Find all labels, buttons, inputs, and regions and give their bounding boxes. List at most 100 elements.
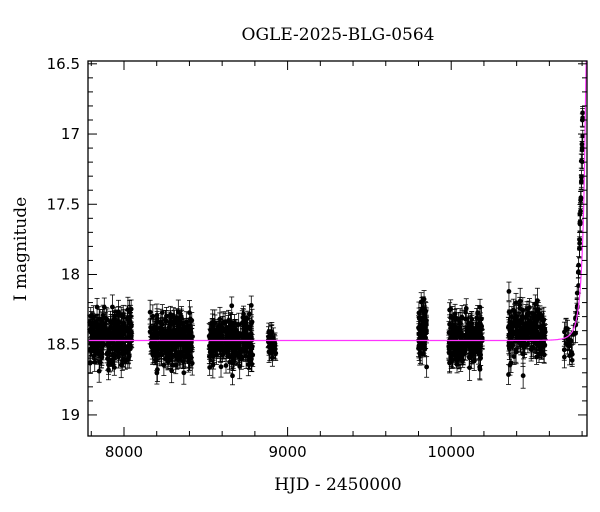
data-marker (422, 310, 428, 316)
data-point (150, 325, 156, 344)
data-point (117, 332, 123, 358)
data-marker (210, 353, 216, 359)
data-marker (112, 318, 117, 323)
data-marker (96, 368, 102, 374)
data-marker (154, 357, 160, 362)
data-point (163, 337, 169, 359)
data-marker (169, 319, 174, 325)
data-point (189, 312, 195, 329)
data-marker (418, 350, 423, 356)
data-point (126, 343, 132, 369)
data-marker (114, 327, 120, 333)
data-marker (106, 329, 112, 335)
data-marker (218, 364, 224, 370)
data-point (181, 360, 187, 385)
data-marker (174, 354, 180, 360)
data-marker (165, 353, 171, 359)
data-point (106, 353, 112, 373)
data-marker (122, 358, 128, 364)
data-marker (188, 355, 194, 361)
data-marker (111, 354, 117, 359)
chart-title: OGLE-2025-BLG-0564 (242, 25, 435, 45)
data-marker (242, 324, 248, 330)
data-marker (155, 367, 160, 372)
data-marker (189, 318, 195, 323)
data-marker (421, 343, 427, 348)
data-marker (120, 321, 126, 327)
data-point (92, 338, 98, 360)
data-marker (163, 345, 169, 351)
data-point (158, 308, 164, 336)
data-marker (127, 346, 133, 352)
data-point (174, 318, 180, 340)
data-point (98, 343, 104, 363)
data-marker (96, 331, 101, 337)
data-marker (167, 334, 173, 340)
data-marker (424, 318, 429, 323)
data-marker (87, 347, 93, 352)
data-marker (128, 332, 134, 338)
data-marker (127, 308, 132, 314)
data-marker (271, 348, 277, 353)
data-marker (92, 359, 98, 365)
data-marker (214, 339, 220, 344)
data-marker (161, 362, 167, 368)
data-marker (98, 350, 104, 356)
data-marker (164, 340, 169, 346)
data-marker (447, 307, 453, 313)
data-point (101, 333, 107, 356)
data-marker (236, 352, 242, 357)
data-marker (153, 326, 159, 332)
data-marker (231, 330, 237, 336)
data-marker (117, 342, 123, 348)
data-marker (249, 319, 255, 325)
data-marker (152, 349, 158, 355)
data-marker (88, 313, 94, 319)
data-point (463, 298, 469, 319)
data-marker (210, 322, 215, 328)
data-marker (105, 356, 110, 362)
data-marker (159, 352, 164, 358)
data-marker (477, 366, 483, 372)
data-marker (149, 345, 155, 351)
data-marker (106, 360, 112, 366)
data-marker (424, 364, 430, 370)
data-marker (237, 364, 243, 369)
data-point (188, 346, 194, 369)
data-point (127, 300, 133, 323)
data-marker (179, 329, 185, 335)
data-marker (182, 347, 188, 353)
data-marker (174, 326, 180, 332)
data-marker (243, 347, 248, 353)
data-marker (266, 329, 272, 335)
data-marker (249, 352, 255, 357)
data-points-layer (87, 106, 586, 389)
data-marker (125, 337, 131, 343)
data-marker (185, 326, 191, 332)
data-point (154, 357, 160, 382)
data-marker (103, 327, 108, 332)
data-marker (150, 313, 156, 319)
data-marker (178, 313, 184, 319)
data-marker (248, 333, 254, 339)
data-marker (158, 319, 164, 325)
data-point (167, 329, 173, 346)
data-point (424, 356, 430, 378)
data-marker (229, 303, 235, 309)
data-marker (115, 321, 121, 327)
data-marker (248, 302, 254, 308)
data-point (169, 358, 175, 384)
data-marker (126, 353, 132, 359)
data-point (122, 342, 128, 364)
data-marker (208, 327, 213, 333)
data-point (229, 296, 235, 315)
data-marker (101, 341, 107, 347)
data-marker (125, 316, 131, 322)
data-marker (230, 373, 235, 379)
data-marker (94, 304, 100, 310)
data-marker (122, 350, 128, 356)
data-point (96, 325, 102, 343)
data-point (105, 346, 111, 371)
